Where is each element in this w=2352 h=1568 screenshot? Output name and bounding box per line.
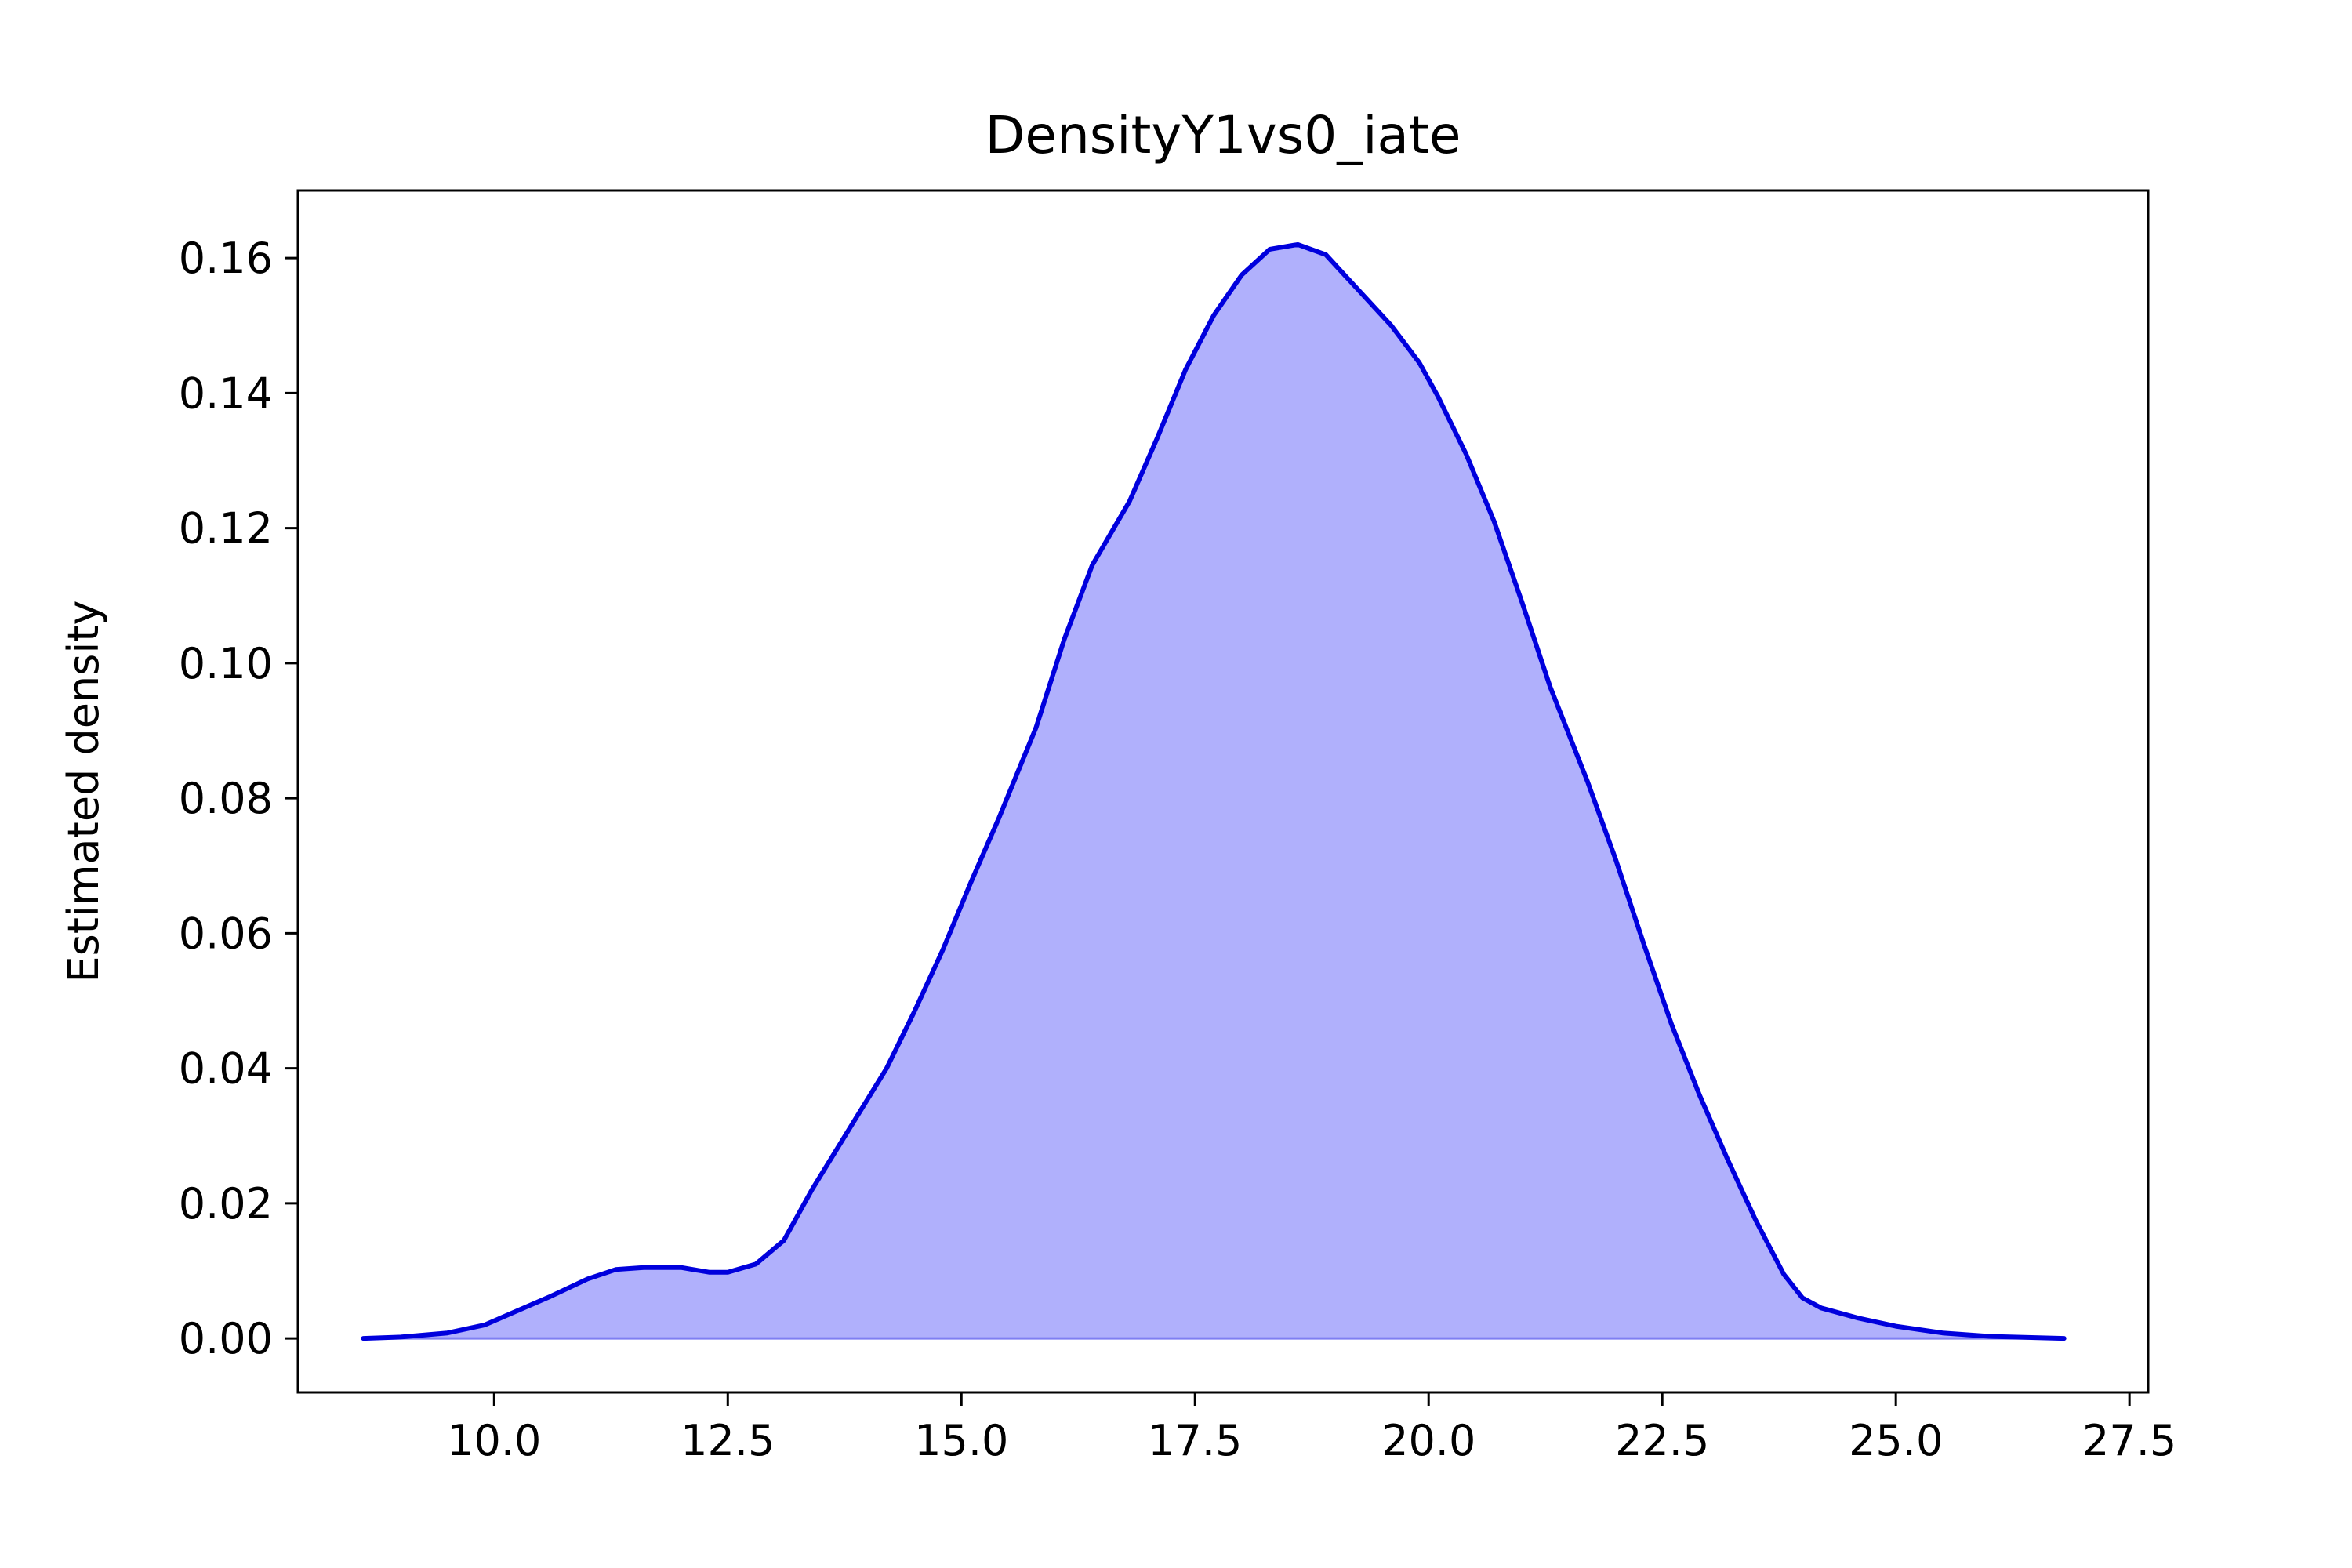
y-tick-label: 0.06 bbox=[179, 909, 273, 958]
y-tick-label: 0.16 bbox=[179, 234, 273, 283]
x-tick-label: 10.0 bbox=[447, 1416, 541, 1465]
y-tick-label: 0.10 bbox=[179, 639, 273, 688]
y-tick-label: 0.04 bbox=[179, 1044, 273, 1094]
y-axis: 0.00 0.02 0.04 0.06 0.08 0.10 0.12 0.14 0.16 bbox=[179, 234, 298, 1363]
x-tick-label: 20.0 bbox=[1381, 1416, 1475, 1465]
y-tick-label: 0.14 bbox=[179, 368, 273, 418]
x-tick-label: 22.5 bbox=[1615, 1416, 1709, 1465]
x-tick-label: 15.0 bbox=[914, 1416, 1008, 1465]
x-tick-label: 27.5 bbox=[2082, 1416, 2176, 1465]
plot-frame bbox=[296, 189, 2150, 1394]
chart-title: DensityY1vs0_iate bbox=[985, 105, 1461, 165]
y-tick-label: 0.02 bbox=[179, 1179, 273, 1229]
density-area-fill bbox=[363, 244, 2064, 1339]
y-tick-label: 0.12 bbox=[179, 504, 273, 554]
x-axis: 10.0 12.5 15.0 17.5 20.0 22.5 25.0 27.5 bbox=[447, 1392, 2176, 1465]
y-axis-label: Estimated density bbox=[59, 601, 108, 983]
x-tick-label: 12.5 bbox=[681, 1416, 775, 1465]
density-line bbox=[361, 241, 2067, 1341]
y-tick-label: 0.08 bbox=[179, 774, 273, 823]
x-tick-label: 25.0 bbox=[1849, 1416, 1943, 1465]
y-tick-label: 0.00 bbox=[179, 1314, 273, 1363]
x-tick-label: 17.5 bbox=[1148, 1416, 1242, 1465]
